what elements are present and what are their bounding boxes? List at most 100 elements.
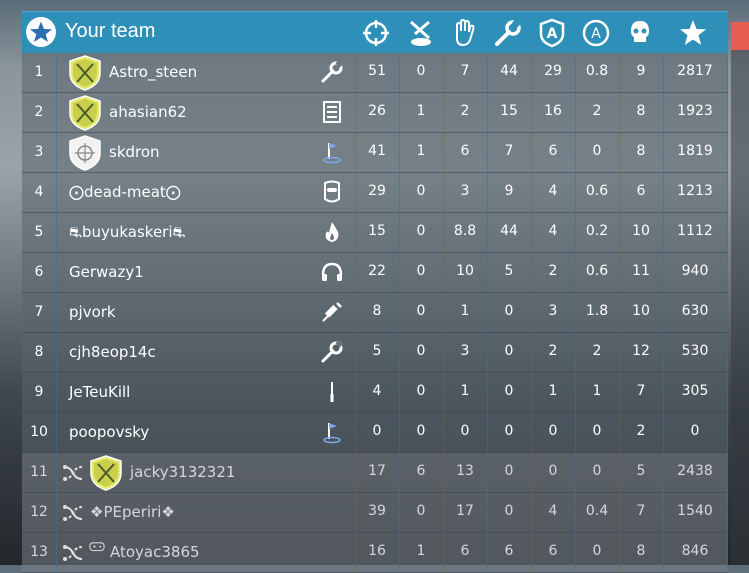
stat-deaths: 6 — [416, 463, 426, 479]
team-header: Your team A A — [22, 11, 728, 53]
enemy-panel-edge — [731, 50, 749, 565]
player-rank: 3 — [34, 144, 44, 160]
stat-kills: 29 — [368, 183, 386, 199]
hand-icon — [447, 16, 480, 49]
stat-skull: 6 — [636, 183, 646, 199]
stat-shield: 29 — [544, 63, 562, 79]
player-row[interactable]: 8 cjh8eop14c 5 0 3 0 2 2 12 530 — [22, 333, 728, 373]
stat-repairs: 15 — [500, 103, 518, 119]
stat-score: 1923 — [677, 103, 713, 119]
stat-circle: 0 — [592, 463, 602, 479]
player-row[interactable]: 12 ❖PEperiri❖ 39 0 17 0 4 0.4 7 1540 — [22, 493, 728, 533]
player-row[interactable]: 4 ⨀dead-meat⨀ 29 0 3 9 4 0.6 6 1213 — [22, 173, 728, 213]
stat-circle: 0.8 — [585, 63, 609, 79]
badge-a-shield-icon: A — [535, 16, 568, 49]
player-row[interactable]: 5 ⛐buyukaskeri⛐ 15 0 8.8 44 4 0.2 10 1112 — [22, 213, 728, 253]
player-rank: 11 — [30, 464, 48, 480]
stat-skull: 10 — [632, 223, 650, 239]
mask-icon — [320, 180, 344, 204]
enemy-team-header-edge — [731, 22, 749, 50]
stat-score: 1213 — [677, 183, 713, 199]
stat-circle: 0 — [592, 143, 602, 159]
stat-repairs: 6 — [504, 543, 514, 559]
stat-kills: 22 — [368, 263, 386, 279]
stat-shield: 1 — [548, 383, 558, 399]
stat-circle: 0 — [592, 423, 602, 439]
stat-assists: 1 — [460, 303, 470, 319]
player-row[interactable]: 3 skdron 41 1 6 7 6 0 8 1819 — [22, 133, 728, 173]
player-row[interactable]: 10 poopovsky 0 0 0 0 0 0 2 0 — [22, 413, 728, 453]
player-name: skdron — [109, 143, 160, 161]
stat-skull: 11 — [632, 263, 650, 279]
player-row[interactable]: 9 JeTeuKill 4 0 1 0 1 1 7 305 — [22, 373, 728, 413]
stat-repairs: 5 — [504, 263, 514, 279]
player-row[interactable]: 7 pjvork 8 0 1 0 3 1.8 10 630 — [22, 293, 728, 333]
stat-skull: 10 — [632, 303, 650, 319]
stat-deaths: 1 — [416, 543, 426, 559]
stat-score: 305 — [681, 383, 709, 399]
stat-assists: 6 — [460, 543, 470, 559]
stat-score: 530 — [681, 343, 709, 359]
stat-circle: 0.6 — [585, 263, 609, 279]
stat-shield: 0 — [548, 423, 558, 439]
stat-score: 2817 — [677, 63, 713, 79]
stat-skull: 7 — [636, 383, 646, 399]
stat-kills: 5 — [372, 343, 382, 359]
stat-assists: 17 — [456, 503, 474, 519]
fallen-soldier-icon — [403, 16, 436, 49]
stat-repairs: 44 — [500, 63, 518, 79]
rank-badge-icon — [68, 135, 102, 171]
player-row[interactable]: 2 ahasian62 26 1 2 15 16 2 8 1923 — [22, 93, 728, 133]
stat-circle: 2 — [592, 103, 602, 119]
wrench-icon — [320, 59, 344, 84]
stat-shield: 4 — [548, 223, 558, 239]
stat-score: 1819 — [677, 143, 713, 159]
player-name: ⛐buyukaskeri⛐ — [69, 223, 186, 241]
player-name: ahasian62 — [109, 103, 187, 121]
stat-skull: 5 — [636, 463, 646, 479]
wrench-icon — [491, 16, 524, 49]
stat-skull: 8 — [636, 543, 646, 559]
player-name: jacky3132321 — [130, 463, 236, 481]
squad-link-icon — [62, 543, 84, 563]
stat-skull: 8 — [636, 143, 646, 159]
knife-icon — [320, 380, 344, 404]
list-icon — [320, 100, 344, 124]
stat-score: 0 — [690, 423, 700, 439]
stat-deaths: 0 — [416, 63, 426, 79]
stat-deaths: 0 — [416, 423, 426, 439]
player-name: JeTeuKill — [69, 383, 131, 401]
stat-assists: 8.8 — [453, 223, 477, 239]
player-rank: 9 — [34, 384, 44, 400]
stat-deaths: 0 — [416, 223, 426, 239]
stat-deaths: 0 — [416, 263, 426, 279]
player-name: ⨀dead-meat⨀ — [69, 183, 181, 201]
stat-assists: 1 — [460, 383, 470, 399]
stat-score: 846 — [681, 543, 709, 559]
player-name: cjh8eop14c — [69, 343, 156, 361]
stat-kills: 4 — [372, 383, 382, 399]
rank-badge-icon — [86, 535, 108, 571]
player-name: poopovsky — [69, 423, 150, 441]
player-row[interactable]: 6 Gerwazy1 22 0 10 5 2 0.6 11 940 — [22, 253, 728, 293]
stat-kills: 15 — [368, 223, 386, 239]
player-row[interactable]: 13 Atoyac3865 16 1 6 6 6 0 8 846 — [22, 533, 728, 573]
stat-skull: 7 — [636, 503, 646, 519]
player-row[interactable]: 1 Astro_steen 51 0 7 44 29 0.8 9 2817 — [22, 53, 728, 93]
player-name: Gerwazy1 — [69, 263, 144, 281]
squad-link-icon — [62, 503, 84, 523]
player-rank: 5 — [34, 224, 44, 240]
player-row[interactable]: 11 jacky3132321 17 6 13 0 0 0 5 2438 — [22, 453, 728, 493]
stat-shield: 16 — [544, 103, 562, 119]
player-name: Atoyac3865 — [110, 543, 200, 561]
stat-score: 940 — [681, 263, 709, 279]
star-icon — [676, 16, 709, 49]
stat-kills: 17 — [368, 463, 386, 479]
stat-skull: 2 — [636, 423, 646, 439]
stat-repairs: 0 — [504, 383, 514, 399]
stat-circle: 0.4 — [585, 503, 609, 519]
headphones-icon — [320, 260, 344, 284]
stat-assists: 10 — [456, 263, 474, 279]
team-title: Your team — [65, 20, 156, 42]
player-rank: 12 — [30, 504, 48, 520]
